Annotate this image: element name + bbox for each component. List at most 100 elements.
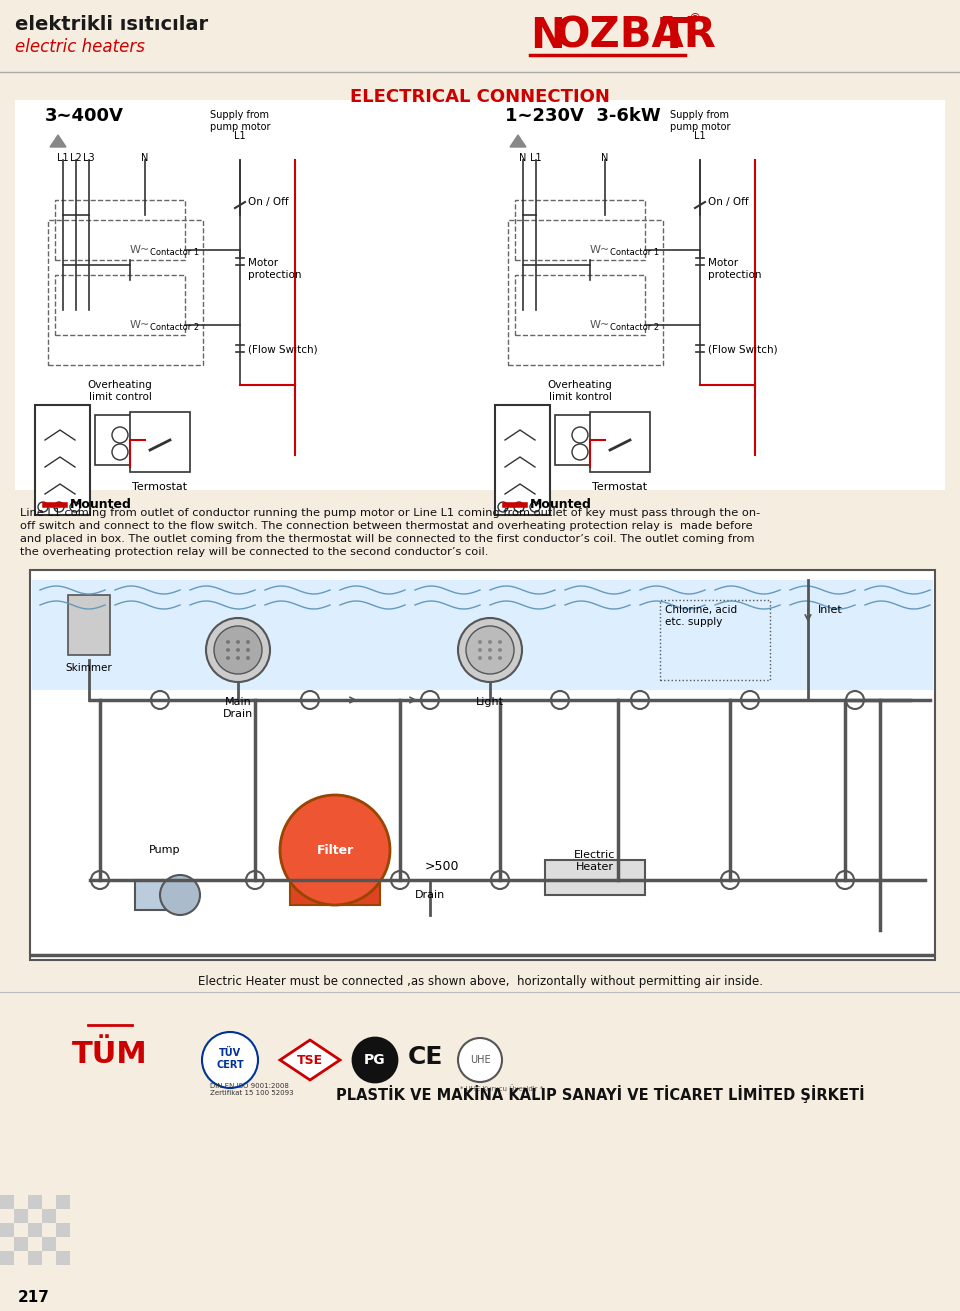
- Text: (Flow Switch): (Flow Switch): [248, 345, 318, 355]
- Bar: [55, 201, 185, 260]
- Circle shape: [741, 691, 759, 709]
- Bar: [28, 1196, 42, 1209]
- Circle shape: [246, 648, 250, 652]
- Circle shape: [226, 656, 230, 659]
- Bar: [56, 1196, 70, 1209]
- Circle shape: [631, 691, 649, 709]
- Text: Line L1 coming from outlet of conductor running the pump motor or Line L1 coming: Line L1 coming from outlet of conductor …: [20, 507, 760, 518]
- Circle shape: [478, 648, 482, 652]
- Bar: [290, 830, 380, 905]
- Bar: [14, 1251, 28, 1265]
- Text: Drain: Drain: [415, 890, 445, 899]
- Text: Mounted: Mounted: [70, 498, 132, 511]
- Circle shape: [498, 648, 502, 652]
- Bar: [495, 405, 550, 515]
- Circle shape: [551, 691, 569, 709]
- Bar: [14, 1209, 28, 1223]
- Circle shape: [491, 871, 509, 889]
- Circle shape: [498, 640, 502, 644]
- Bar: [545, 860, 645, 895]
- Polygon shape: [510, 135, 526, 147]
- Circle shape: [70, 502, 80, 513]
- Text: (Flow Switch): (Flow Switch): [708, 345, 778, 355]
- Bar: [56, 1209, 70, 1223]
- Circle shape: [421, 691, 439, 709]
- Text: off switch and connect to the flow switch. The connection between thermostat and: off switch and connect to the flow switc…: [20, 520, 753, 531]
- Text: Inlet: Inlet: [818, 604, 843, 615]
- Text: L2: L2: [70, 153, 82, 163]
- Bar: [48, 220, 203, 364]
- Circle shape: [236, 648, 240, 652]
- Text: Light: Light: [476, 697, 504, 707]
- Bar: [30, 570, 935, 960]
- Text: Zertifikat 15 100 52093: Zertifikat 15 100 52093: [210, 1089, 294, 1096]
- Text: and placed in box. The outlet coming from the thermostat will be connected to th: and placed in box. The outlet coming fro…: [20, 534, 755, 544]
- Bar: [515, 275, 645, 336]
- Circle shape: [478, 656, 482, 659]
- Text: Skimmer: Skimmer: [65, 663, 112, 673]
- Text: Supply from
pump motor: Supply from pump motor: [670, 110, 731, 131]
- Text: Contactor 2: Contactor 2: [610, 323, 660, 332]
- Text: N: N: [519, 153, 527, 163]
- Text: T: T: [660, 14, 688, 56]
- Circle shape: [498, 502, 508, 513]
- Bar: [555, 416, 605, 465]
- Circle shape: [280, 794, 390, 905]
- Circle shape: [226, 640, 230, 644]
- Circle shape: [112, 444, 128, 460]
- Bar: [0, 1251, 14, 1265]
- Text: Motor
protection: Motor protection: [708, 258, 761, 279]
- Bar: [56, 1223, 70, 1238]
- Circle shape: [530, 502, 540, 513]
- Circle shape: [391, 871, 409, 889]
- Text: L1: L1: [530, 153, 541, 163]
- Circle shape: [301, 691, 319, 709]
- Bar: [42, 1223, 56, 1238]
- Circle shape: [206, 617, 270, 682]
- Circle shape: [609, 871, 627, 889]
- Bar: [28, 1251, 42, 1265]
- Text: Overheating
limit control: Overheating limit control: [87, 380, 153, 401]
- Text: CE: CE: [407, 1045, 443, 1068]
- Text: 1~230V  3-6kW: 1~230V 3-6kW: [505, 108, 660, 125]
- Text: DIN EN ISO 9001:2008: DIN EN ISO 9001:2008: [210, 1083, 289, 1089]
- Text: TSE: TSE: [297, 1054, 324, 1067]
- Bar: [0, 1223, 14, 1238]
- Bar: [0, 1238, 14, 1251]
- Bar: [28, 1223, 42, 1238]
- Circle shape: [458, 617, 522, 682]
- Polygon shape: [280, 1040, 340, 1080]
- Bar: [56, 1251, 70, 1265]
- Bar: [130, 412, 190, 472]
- Text: On / Off: On / Off: [248, 197, 289, 207]
- Circle shape: [246, 871, 264, 889]
- Circle shape: [488, 648, 492, 652]
- Text: W~: W~: [590, 320, 611, 330]
- Text: L1: L1: [694, 131, 706, 142]
- Text: 217: 217: [18, 1290, 50, 1304]
- Circle shape: [498, 656, 502, 659]
- Bar: [42, 1238, 56, 1251]
- Circle shape: [160, 874, 200, 915]
- Bar: [508, 220, 663, 364]
- Bar: [42, 1251, 56, 1265]
- Circle shape: [572, 444, 588, 460]
- Text: Overheating
limit kontrol: Overheating limit kontrol: [547, 380, 612, 401]
- Circle shape: [598, 423, 642, 467]
- Text: OZBAR: OZBAR: [555, 14, 717, 56]
- Text: L3: L3: [84, 153, 95, 163]
- Bar: [15, 100, 945, 490]
- Polygon shape: [50, 135, 66, 147]
- Circle shape: [112, 427, 128, 443]
- Circle shape: [836, 871, 854, 889]
- Text: PLASTİK VE MAKİNA KALIP SANAYİ VE TİCARET LİMİTED ŞİRKETİ: PLASTİK VE MAKİNA KALIP SANAYİ VE TİCARE…: [336, 1086, 864, 1103]
- Text: PG: PG: [364, 1053, 386, 1067]
- Circle shape: [488, 656, 492, 659]
- Text: Contactor 1: Contactor 1: [150, 248, 199, 257]
- Text: N: N: [601, 153, 609, 163]
- Circle shape: [38, 502, 48, 513]
- Bar: [14, 1223, 28, 1238]
- Bar: [590, 412, 650, 472]
- Text: Termostat: Termostat: [592, 482, 648, 492]
- Circle shape: [202, 1032, 258, 1088]
